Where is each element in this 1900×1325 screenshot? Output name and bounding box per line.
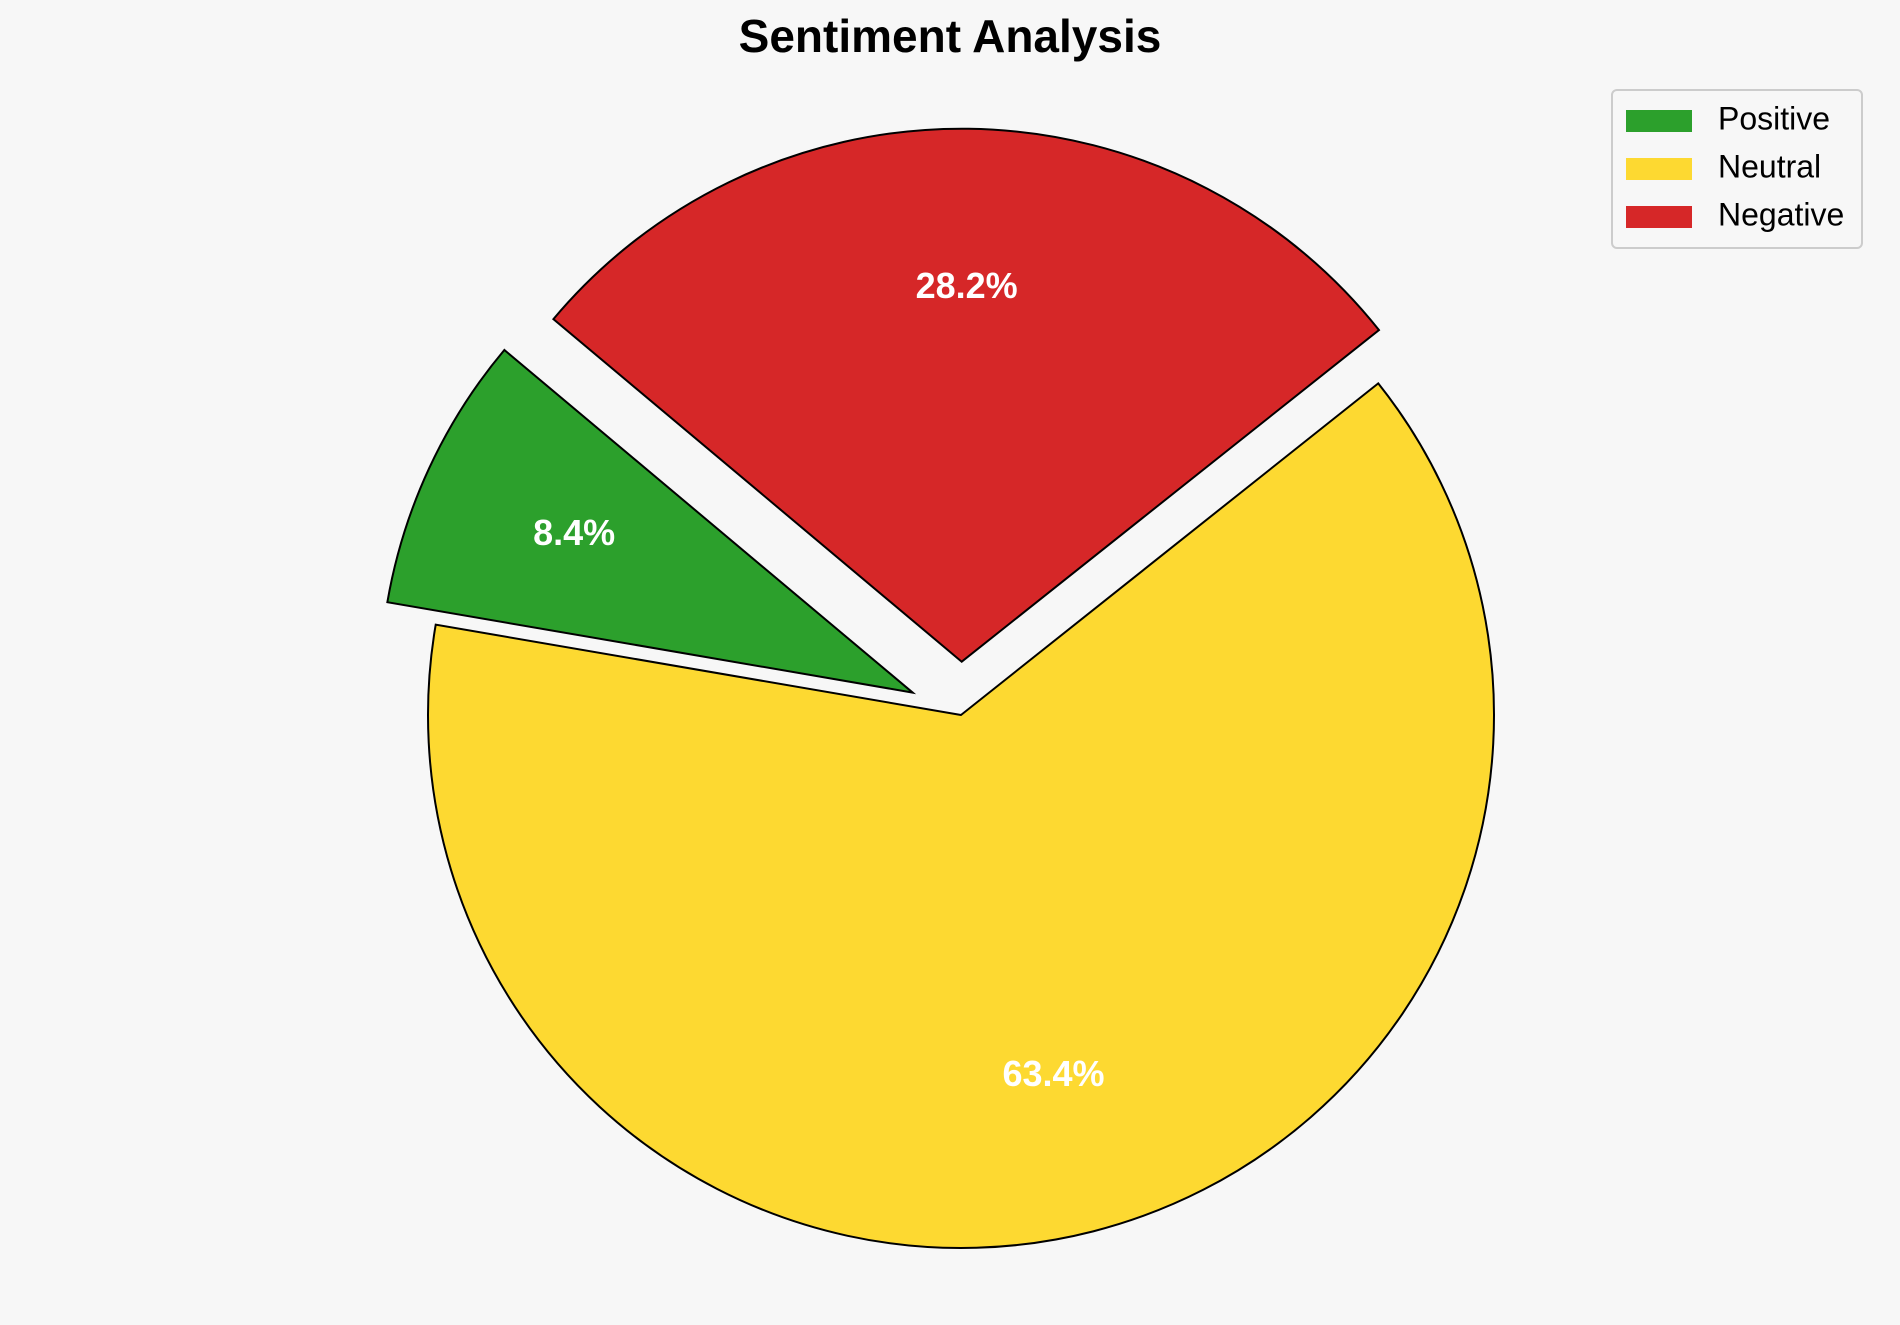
slice-label: 63.4% xyxy=(1002,1053,1104,1094)
legend-label: Neutral xyxy=(1718,148,1821,184)
legend-swatch xyxy=(1626,110,1692,132)
legend-label: Positive xyxy=(1718,100,1830,136)
pie-slice xyxy=(427,381,1495,1249)
legend-swatch xyxy=(1626,206,1692,228)
pie-slice xyxy=(551,127,1381,663)
slice-label: 28.2% xyxy=(916,265,1018,306)
chart-title: Sentiment Analysis xyxy=(739,10,1162,62)
pie-slice xyxy=(386,348,917,695)
legend-swatch xyxy=(1626,158,1692,180)
legend-label: Negative xyxy=(1718,196,1844,232)
slice-label: 8.4% xyxy=(533,512,615,553)
